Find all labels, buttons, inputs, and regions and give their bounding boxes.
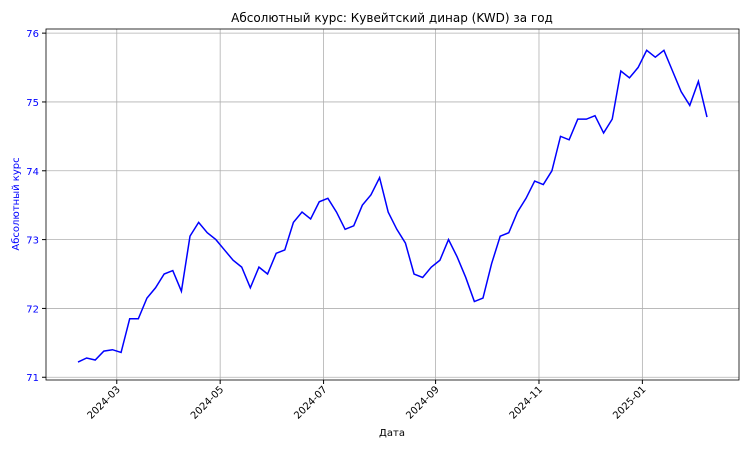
y-tick-label: 76	[26, 29, 39, 40]
y-tick-label: 75	[26, 98, 39, 109]
y-axis-label: Абсолютный курс	[11, 157, 22, 250]
y-tick-label: 72	[26, 304, 39, 315]
x-tick-label: 2024-09	[404, 384, 441, 421]
plot-frame	[45, 28, 740, 381]
y-tick-label: 73	[26, 236, 39, 247]
x-tick-label: 2024-05	[189, 384, 226, 421]
x-axis-label: Дата	[379, 428, 405, 439]
x-tick-label: 2025-01	[611, 384, 648, 421]
y-tick-label: 71	[26, 373, 39, 384]
x-tick-label: 2024-11	[508, 384, 545, 421]
y-tick-label: 74	[26, 167, 39, 178]
x-tick-label: 2024-07	[292, 384, 329, 421]
chart-title: Абсолютный курс: Кувейтский динар (KWD) …	[231, 11, 553, 25]
x-tick-label: 2024-03	[86, 384, 123, 421]
data-line	[77, 49, 708, 363]
